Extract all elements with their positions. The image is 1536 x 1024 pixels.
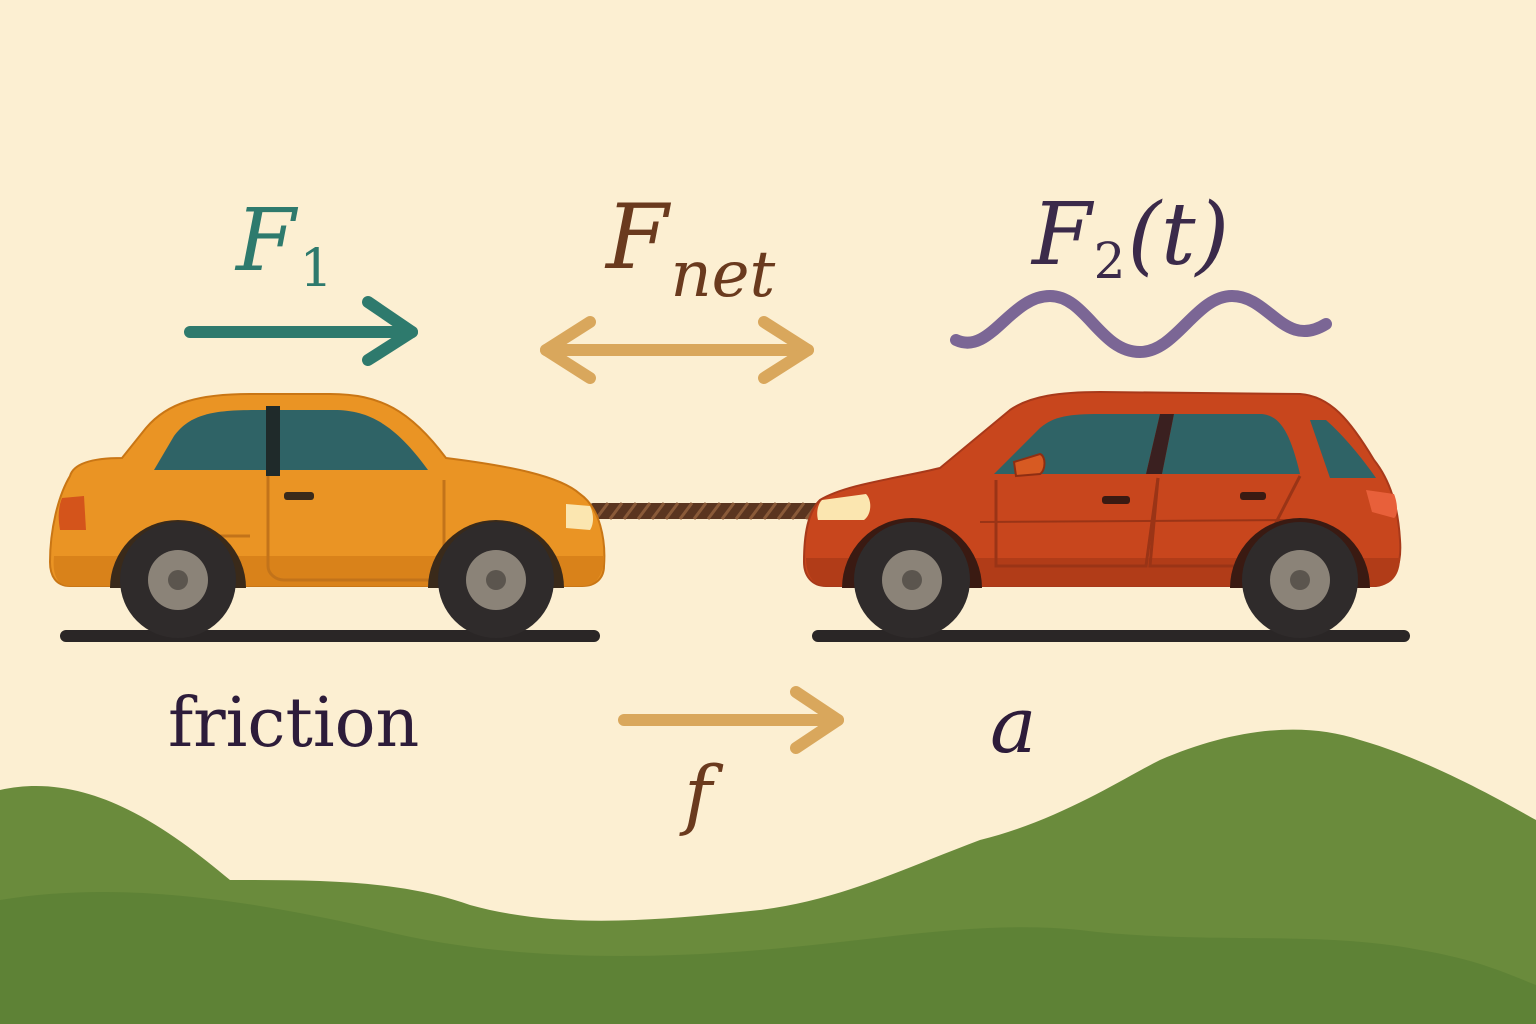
wheel (438, 522, 554, 638)
f-arrow (618, 686, 844, 754)
tow-rope (590, 502, 822, 520)
red-hatchback-icon (802, 390, 1402, 638)
hill-front (0, 891, 1536, 1024)
orange-sedan-icon (48, 393, 606, 638)
fnet-label: Fnet (604, 185, 776, 312)
fnet-double-arrow (540, 316, 814, 384)
a-label: a (990, 681, 1037, 771)
friction-label: friction (168, 684, 419, 763)
f1-label: F1 (234, 191, 333, 299)
f2-wave (950, 289, 1332, 359)
f2-label: F2(t) (1030, 185, 1229, 290)
hills (0, 729, 1536, 1024)
wheel (1242, 522, 1358, 638)
wheel (120, 522, 236, 638)
f1-arrow (184, 296, 418, 366)
wheel (854, 522, 970, 638)
